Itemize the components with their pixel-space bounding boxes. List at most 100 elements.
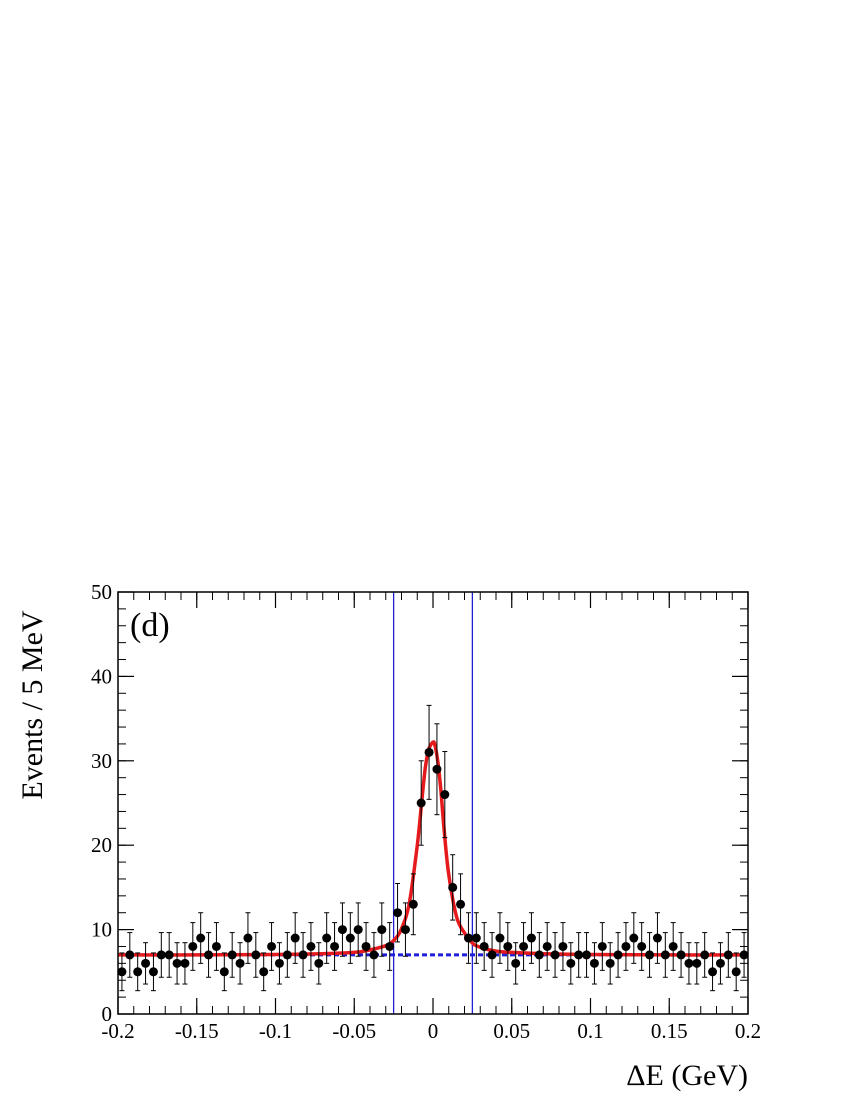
data-marker xyxy=(511,958,521,968)
x-tick-label: 0.1 xyxy=(577,1019,603,1043)
data-marker xyxy=(479,941,489,951)
data-marker xyxy=(393,908,403,918)
data-point xyxy=(479,922,489,971)
data-point xyxy=(337,902,347,957)
data-marker xyxy=(660,950,670,960)
data-point xyxy=(621,922,631,971)
data-point xyxy=(432,723,442,816)
data-marker xyxy=(251,950,261,960)
x-axis-title: ΔE (GeV) xyxy=(626,1059,748,1092)
data-point xyxy=(487,932,497,978)
data-marker xyxy=(605,958,615,968)
data-point xyxy=(251,932,261,978)
data-point xyxy=(463,912,473,964)
plot-frame xyxy=(117,591,749,1015)
data-marker xyxy=(314,958,324,968)
data-point xyxy=(204,932,214,978)
data-marker xyxy=(526,933,536,943)
data-point xyxy=(558,922,568,971)
data-marker xyxy=(180,958,190,968)
data-point xyxy=(495,912,505,964)
data-point xyxy=(393,882,403,943)
data-marker xyxy=(542,941,552,951)
data-marker xyxy=(345,933,355,943)
x-tick-label: -0.05 xyxy=(332,1019,376,1043)
data-point xyxy=(739,932,749,978)
data-point xyxy=(385,922,395,971)
data-marker xyxy=(337,925,347,935)
data-marker xyxy=(676,950,686,960)
data-marker xyxy=(432,764,442,774)
data-marker xyxy=(125,950,135,960)
data-point xyxy=(377,902,387,957)
data-marker xyxy=(117,967,127,977)
x-tick-label: -0.1 xyxy=(259,1019,292,1043)
data-point xyxy=(526,912,536,964)
data-point xyxy=(259,952,269,992)
data-marker xyxy=(558,941,568,951)
data-point xyxy=(353,902,363,957)
data-marker xyxy=(574,950,584,960)
data-point xyxy=(511,942,521,985)
data-point xyxy=(542,922,552,971)
x-tick-label: 0.2 xyxy=(735,1019,761,1043)
data-point xyxy=(180,942,190,985)
data-marker xyxy=(322,933,332,943)
x-tick-label: 0.15 xyxy=(651,1019,688,1043)
data-point xyxy=(637,922,647,971)
data-marker xyxy=(495,933,505,943)
data-marker xyxy=(566,958,576,968)
data-marker xyxy=(637,941,647,951)
data-point xyxy=(298,932,308,978)
data-point xyxy=(164,932,174,978)
tick-labels: -0.2 -0.15 -0.1 -0.05 0 0.05 0.1 0.15 0.2 0 10 20 30… xyxy=(91,580,761,1043)
y-axis-title: Events / 5 MeV xyxy=(16,610,49,799)
y-tick-label: 50 xyxy=(91,580,112,604)
data-point xyxy=(117,952,127,992)
data-marker xyxy=(416,798,426,808)
data-point xyxy=(219,952,229,992)
data-point xyxy=(274,942,284,985)
data-point xyxy=(534,932,544,978)
panel-label: (d) xyxy=(130,607,170,644)
data-point xyxy=(660,932,670,978)
data-point xyxy=(731,952,741,992)
data-point xyxy=(684,942,694,985)
total-fit-curve xyxy=(117,740,749,957)
data-point xyxy=(267,922,277,971)
data-point xyxy=(369,932,379,978)
data-marker xyxy=(692,958,702,968)
data-marker xyxy=(684,958,694,968)
data-marker xyxy=(369,950,379,960)
x-tick-label: -0.2 xyxy=(101,1019,134,1043)
data-point xyxy=(227,932,237,978)
data-marker xyxy=(306,941,316,951)
data-marker xyxy=(440,790,450,800)
data-point xyxy=(692,942,702,985)
data-point xyxy=(471,912,481,964)
data-marker xyxy=(219,967,229,977)
data-point xyxy=(574,932,584,978)
data-marker xyxy=(353,925,363,935)
data-point xyxy=(314,942,324,985)
x-tick-label: 0.05 xyxy=(493,1019,530,1043)
data-point xyxy=(156,932,166,978)
data-point xyxy=(400,902,410,957)
data-point xyxy=(345,912,355,964)
data-point xyxy=(196,912,206,964)
data-point xyxy=(148,952,158,992)
data-marker xyxy=(629,933,639,943)
data-marker xyxy=(652,933,662,943)
data-marker xyxy=(243,933,253,943)
data-marker xyxy=(589,958,599,968)
x-tick-label: -0.15 xyxy=(175,1019,219,1043)
data-point xyxy=(188,922,198,971)
data-marker xyxy=(259,967,269,977)
data-point xyxy=(211,922,221,971)
data-point xyxy=(519,922,529,971)
y-tick-label: 10 xyxy=(91,918,112,942)
data-point xyxy=(306,922,316,971)
data-point xyxy=(424,704,434,800)
data-point xyxy=(330,922,340,971)
data-marker xyxy=(385,941,395,951)
